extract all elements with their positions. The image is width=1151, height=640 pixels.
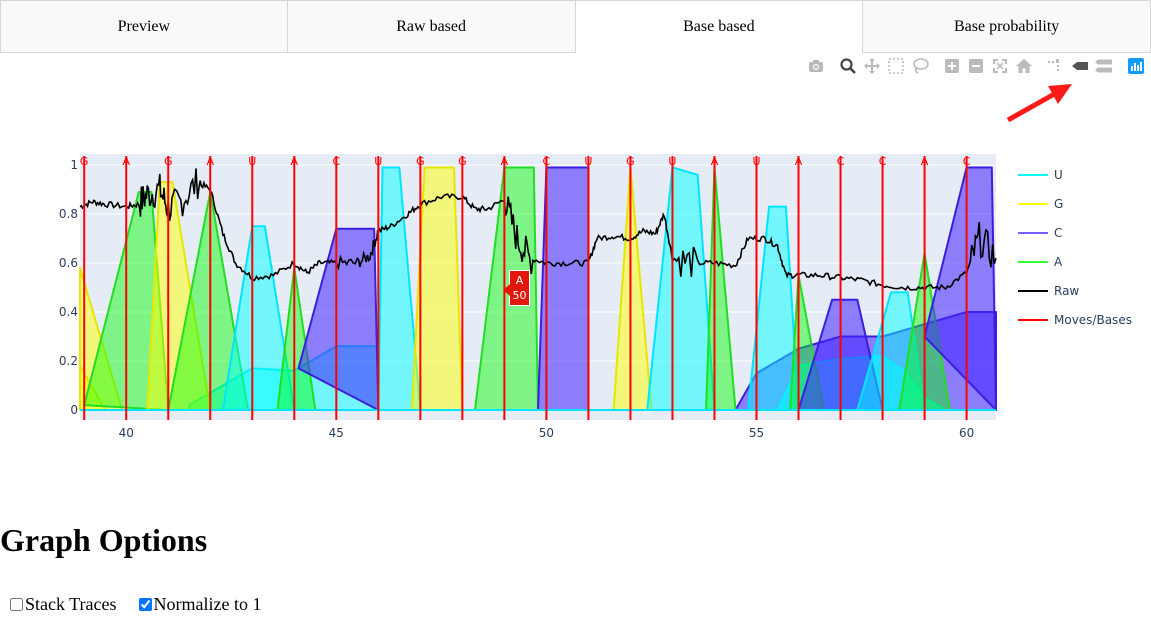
- hover-label: A 50: [503, 270, 530, 306]
- red-arrow-annotation: [1006, 84, 1072, 123]
- base-label-46: U: [374, 155, 382, 168]
- legend-item-g[interactable]: G: [1018, 189, 1148, 218]
- legend-item-a[interactable]: A: [1018, 247, 1148, 276]
- zoom-in-icon[interactable]: [942, 56, 962, 76]
- base-label-39: G: [80, 155, 89, 168]
- base-label-44: A: [291, 155, 299, 168]
- graph-options-title: Graph Options: [0, 522, 208, 558]
- hover-label-base: A: [515, 274, 524, 287]
- normalize-label: Normalize to 1: [153, 594, 262, 614]
- x-tick-label: 50: [539, 426, 554, 440]
- legend-label: U: [1054, 167, 1063, 182]
- normalize-option[interactable]: Normalize to 1: [138, 594, 262, 615]
- legend-label: C: [1054, 225, 1063, 240]
- y-tick-label: 0.8: [59, 207, 78, 221]
- base-label-57: C: [837, 155, 845, 168]
- legend-label: Raw: [1054, 283, 1080, 298]
- autoscale-icon[interactable]: [990, 56, 1010, 76]
- legend-label: G: [1054, 196, 1064, 211]
- stack-traces-label: Stack Traces: [25, 594, 117, 614]
- y-tick-label: 0.4: [59, 305, 78, 319]
- base-label-58: C: [879, 155, 887, 168]
- base-label-52: G: [626, 155, 635, 168]
- base-label-53: U: [668, 155, 676, 168]
- x-tick-label: 55: [749, 426, 764, 440]
- lasso-icon[interactable]: [910, 56, 930, 76]
- y-tick-label: 0.6: [59, 256, 78, 270]
- plotly-logo-icon[interactable]: [1126, 56, 1146, 76]
- hover-label-x: 50: [512, 289, 527, 302]
- tab-base-probability[interactable]: Base probability: [863, 0, 1151, 53]
- base-label-54: A: [711, 155, 719, 168]
- base-label-40: A: [122, 155, 130, 168]
- reset-axes-icon[interactable]: [1014, 56, 1034, 76]
- base-label-59: A: [921, 155, 929, 168]
- chart-svg: 0 0.2 0.4 0.6 0.8 1 40 45 50 55 60 G A G A U A C U G G A C U G U A…: [59, 154, 997, 440]
- base-label-45: C: [332, 155, 340, 168]
- base-label-55: U: [752, 155, 760, 168]
- legend-label: A: [1054, 254, 1063, 269]
- legend-item-c[interactable]: C: [1018, 218, 1148, 247]
- legend-item-raw[interactable]: Raw: [1018, 276, 1148, 305]
- base-chart: 0 0.2 0.4 0.6 0.8 1 40 45 50 55 60 G A G A U A C U G G A C U G U A…: [0, 140, 1151, 440]
- zoom-out-icon[interactable]: [966, 56, 986, 76]
- camera-icon[interactable]: [806, 56, 826, 76]
- tab-base-based[interactable]: Base based: [575, 0, 864, 53]
- x-tick-label: 60: [959, 426, 974, 440]
- base-label-47: G: [416, 155, 425, 168]
- tab-preview[interactable]: Preview: [0, 0, 288, 53]
- tab-bar: Preview Raw based Base based Base probab…: [0, 0, 1151, 53]
- legend-swatch: [1018, 231, 1048, 234]
- hover-closest-icon[interactable]: [1070, 56, 1090, 76]
- base-label-41: G: [164, 155, 173, 168]
- base-label-49: A: [501, 155, 509, 168]
- y-tick-label: 0.2: [59, 354, 78, 368]
- graph-options: Stack Traces Normalize to 1: [10, 594, 283, 615]
- stack-traces-option[interactable]: Stack Traces: [10, 594, 117, 615]
- legend-swatch: [1018, 202, 1048, 205]
- normalize-checkbox[interactable]: [138, 598, 152, 611]
- y-tick-label: 0: [70, 403, 78, 417]
- legend-swatch: [1018, 318, 1048, 321]
- base-label-60: C: [963, 155, 971, 168]
- plot-modebar: [0, 0, 1151, 80]
- legend-swatch: [1018, 289, 1048, 292]
- base-label-42: A: [206, 155, 214, 168]
- legend-swatch: [1018, 173, 1048, 176]
- pan-icon[interactable]: [862, 56, 882, 76]
- base-label-51: U: [584, 155, 592, 168]
- box-select-icon[interactable]: [886, 56, 906, 76]
- spike-lines-icon[interactable]: [1044, 56, 1064, 76]
- x-tick-label: 40: [119, 426, 134, 440]
- y-tick-label: 1: [70, 158, 78, 172]
- base-label-56: A: [795, 155, 803, 168]
- base-label-48: G: [458, 155, 467, 168]
- stack-traces-checkbox[interactable]: [10, 598, 23, 611]
- zoom-icon[interactable]: [838, 56, 858, 76]
- hover-compare-icon[interactable]: [1094, 56, 1114, 76]
- legend-swatch: [1018, 260, 1048, 263]
- tab-raw-based[interactable]: Raw based: [287, 0, 576, 53]
- area-C: [297, 227, 380, 411]
- raw-signal-line: [79, 168, 997, 292]
- chart-legend: U G C A Raw Moves/Bases: [1018, 160, 1148, 334]
- base-label-50: C: [543, 155, 551, 168]
- x-tick-label: 45: [329, 426, 344, 440]
- legend-item-moves-bases[interactable]: Moves/Bases: [1018, 305, 1148, 334]
- legend-item-u[interactable]: U: [1018, 160, 1148, 189]
- base-label-43: U: [248, 155, 256, 168]
- legend-label: Moves/Bases: [1054, 312, 1132, 327]
